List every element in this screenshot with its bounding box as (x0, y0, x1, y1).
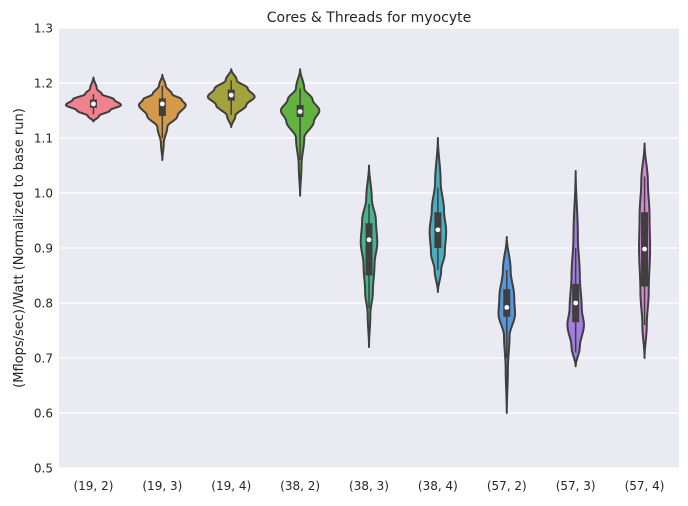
violin-group (206, 68, 256, 128)
x-tick-label: (38, 4) (418, 479, 458, 493)
violin-median-point (366, 237, 372, 243)
y-tick-label: 0.6 (34, 407, 53, 421)
violin-group (638, 142, 652, 359)
violin-group (137, 73, 187, 161)
x-tick-label: (19, 3) (142, 479, 182, 493)
y-tick-label: 0.8 (34, 297, 53, 311)
x-tick-label: (38, 3) (349, 479, 389, 493)
y-tick-label: 1.3 (34, 22, 53, 36)
y-axis-label: (Mflops/sec)/Watt (Normalized to base ru… (12, 108, 27, 388)
violin-median-point (435, 227, 441, 233)
violin-group (64, 76, 122, 123)
violin-group (279, 68, 321, 197)
x-tick-label: (38, 2) (280, 479, 320, 493)
violin-median-point (91, 101, 96, 107)
y-tick-label: 0.7 (34, 352, 53, 366)
x-tick-label: (57, 2) (487, 479, 527, 493)
violin-median-point (159, 101, 165, 107)
y-tick-label: 0.9 (34, 242, 53, 256)
x-tick-label: (57, 4) (625, 479, 665, 493)
violin-group (497, 236, 517, 414)
violin-group (359, 164, 379, 348)
x-tick-label: (19, 4) (211, 479, 251, 493)
chart-title: Cores & Threads for myocyte (267, 10, 471, 26)
violin-group (566, 170, 585, 368)
violin-median-point (504, 305, 510, 310)
x-tick-label: (19, 2) (73, 479, 113, 493)
violin-median-point (228, 92, 234, 98)
y-tick-label: 0.5 (34, 462, 53, 476)
violin-median-point (642, 246, 647, 252)
violin-median-point (297, 109, 303, 114)
violin-median-point (573, 300, 579, 306)
x-tick-label: (57, 3) (556, 479, 596, 493)
y-tick-label: 1.1 (34, 132, 53, 146)
y-tick-label: 1.0 (34, 187, 53, 201)
violin-group (428, 137, 448, 293)
y-tick-label: 1.2 (34, 77, 53, 91)
